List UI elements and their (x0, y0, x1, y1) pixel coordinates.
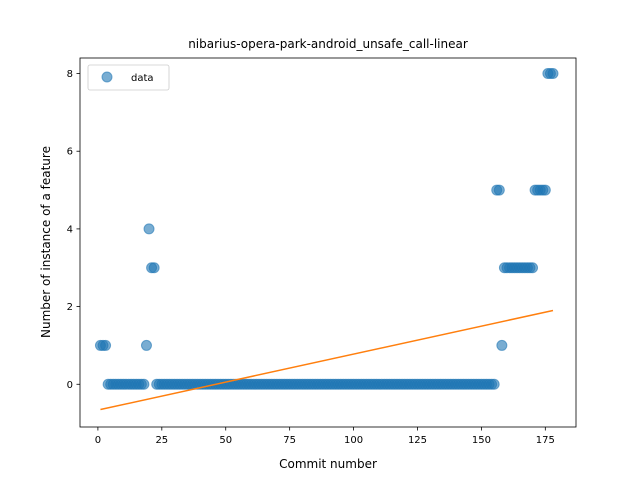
x-tick-label-6: 150 (472, 435, 491, 446)
y-tick-label-0: 0 (67, 380, 73, 391)
x-tick-label-0: 0 (95, 435, 101, 446)
data-point-154 (488, 378, 500, 390)
x-tick-label-5: 125 (408, 435, 427, 446)
fit-line (100, 309, 554, 411)
y-tick-label-2: 4 (67, 224, 73, 235)
x-tick-label-7: 175 (536, 435, 555, 446)
plot-area-frame (79, 57, 577, 428)
legend: data (87, 64, 170, 91)
data-point-169 (527, 262, 539, 274)
data-point-156 (493, 184, 505, 196)
data-point-177 (547, 68, 559, 80)
data-point-174 (539, 184, 551, 196)
x-tick-label-3: 75 (283, 435, 296, 446)
x-tick-label-4: 100 (344, 435, 363, 446)
data-point-2 (100, 339, 112, 351)
y-axis-label: Number of instance of a feature (39, 146, 53, 338)
fit-series (100, 309, 554, 411)
x-tick-label-2: 50 (219, 435, 232, 446)
data-point-21 (148, 262, 160, 274)
data-point-18 (140, 339, 152, 351)
data-series (94, 68, 559, 390)
legend-marker-data (101, 71, 113, 83)
legend-label-data: data (131, 73, 154, 84)
x-axis-label: Commit number (279, 457, 377, 471)
x-axis-ticks: 0 25 50 75 100 125 150 175 (95, 427, 555, 446)
chart-title: nibarius-opera-park-android_unsafe_call-… (188, 37, 468, 51)
x-tick-label-1: 25 (155, 435, 168, 446)
data-point-19 (143, 223, 155, 235)
y-axis-ticks: 0 2 4 6 8 (67, 69, 80, 391)
y-tick-label-1: 2 (67, 302, 73, 313)
legend-box (87, 64, 170, 91)
data-point-157 (496, 339, 508, 351)
y-tick-label-4: 8 (67, 69, 73, 80)
data-point-17 (138, 378, 150, 390)
y-tick-label-3: 6 (67, 147, 73, 158)
